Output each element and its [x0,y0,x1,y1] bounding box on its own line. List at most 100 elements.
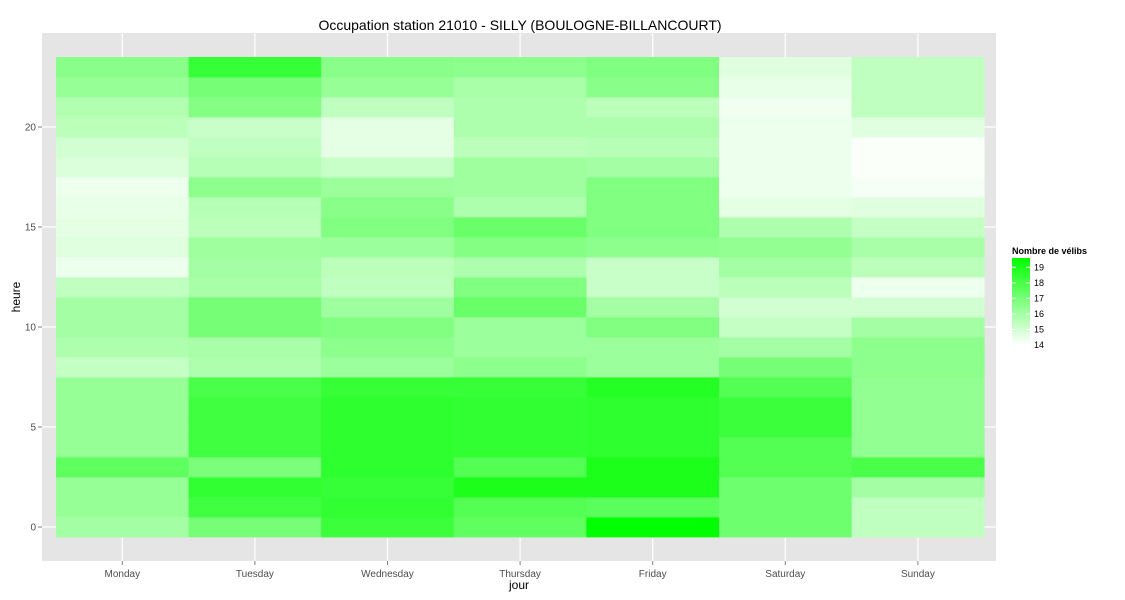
heatmap-tile [586,377,720,398]
heatmap-tile [719,317,852,338]
heatmap-tile [719,77,852,98]
heatmap-tile [851,377,985,398]
heatmap-tile [188,57,322,78]
heatmap-tile [321,397,455,418]
heatmap-tile [321,377,455,398]
heatmap-tile [719,217,852,238]
heatmap-tile [851,357,985,378]
heatmap-tile [719,517,852,538]
heatmap-tile [188,137,322,158]
heatmap-tile [851,217,985,238]
legend-title: Nombre de vélibs [1012,246,1087,256]
legend-label: 17 [1034,294,1044,304]
heatmap-tile [586,297,720,318]
heatmap-tile [851,237,985,258]
heatmap-tile [586,457,720,478]
heatmap-tile [321,97,455,118]
heatmap-tile [586,177,720,198]
heatmap-tile [453,237,587,258]
heatmap-tile [453,157,587,178]
legend-colorbar [1012,258,1030,345]
heatmap-tile [188,317,322,338]
heatmap-tile [719,157,852,178]
heatmap-tile [321,477,455,498]
heatmap-tile [851,497,985,518]
heatmap-tile [586,337,720,358]
heatmap-tile [321,217,455,238]
heatmap-tile [586,357,720,378]
heatmap-tile [453,337,587,358]
x-tick-label: Monday [105,569,141,580]
heatmap-tile [188,257,322,278]
heatmap-tile [586,277,720,298]
heatmap-tile [453,477,587,498]
heatmap-tile [453,257,587,278]
heatmap-tile [321,437,455,458]
heatmap-tile [586,137,720,158]
heatmap-tile [56,117,189,138]
heatmap-tile [321,197,455,218]
chart-title: Occupation station 21010 - SILLY (BOULOG… [318,17,721,33]
heatmap-tile [188,277,322,298]
y-tick-label: 15 [25,223,37,234]
heatmap-tile [56,437,189,458]
heatmap-tile [56,477,189,498]
heatmap-tile [586,437,720,458]
heatmap-tile [56,237,189,258]
legend-label: 15 [1034,325,1044,335]
heatmap-tile [586,477,720,498]
heatmap-tile [321,517,455,538]
heatmap-tile [453,57,587,78]
heatmap-tile [851,77,985,98]
heatmap-tile [56,277,189,298]
heatmap-tile [321,497,455,518]
heatmap-tile [719,257,852,278]
heatmap-tile [188,377,322,398]
heatmap-tile [851,397,985,418]
heatmap-tile [56,417,189,438]
heatmap-tile [321,337,455,358]
heatmap-tile [188,477,322,498]
heatmap-tile [453,417,587,438]
heatmap-tile [586,77,720,98]
heatmap-tile [321,417,455,438]
heatmap-tile [453,77,587,98]
heatmap-tile [453,217,587,238]
heatmap-tile [188,177,322,198]
heatmap-tile [586,157,720,178]
x-tick-label: Friday [639,569,667,580]
heatmap-tile [851,317,985,338]
heatmap-tile [321,457,455,478]
legend-label: 14 [1034,340,1044,350]
x-tick-label: Sunday [901,569,935,580]
heatmap-tile [56,457,189,478]
heatmap-tile [851,197,985,218]
heatmap-tile [56,317,189,338]
heatmap-tile [321,57,455,78]
heatmap-tile [719,337,852,358]
heatmap-tile [851,57,985,78]
heatmap-tile [586,417,720,438]
heatmap-tile [453,497,587,518]
heatmap-tile [453,457,587,478]
heatmap-tile [851,117,985,138]
x-tick-label: Tuesday [236,569,274,580]
heatmap-tile [56,197,189,218]
heatmap-tile [56,97,189,118]
heatmap-tile [321,77,455,98]
y-tick-label: 20 [25,123,37,134]
legend-label: 18 [1034,278,1044,288]
heatmap-tile [453,377,587,398]
heatmap-tile [321,117,455,138]
heatmap-tile [851,417,985,438]
legend-label: 19 [1034,263,1044,273]
heatmap-tile [851,137,985,158]
heatmap-tile [321,357,455,378]
heatmap-tile [851,477,985,498]
heatmap-tile [453,397,587,418]
heatmap-tile [719,57,852,78]
heatmap-tile [586,97,720,118]
heatmap-tile [453,517,587,538]
heatmap-tile [851,277,985,298]
heatmap-tile [188,197,322,218]
